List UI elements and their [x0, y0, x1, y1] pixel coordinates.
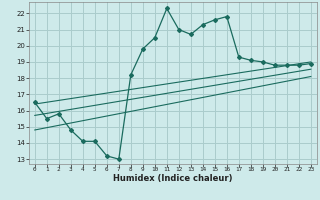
X-axis label: Humidex (Indice chaleur): Humidex (Indice chaleur) — [113, 174, 233, 183]
